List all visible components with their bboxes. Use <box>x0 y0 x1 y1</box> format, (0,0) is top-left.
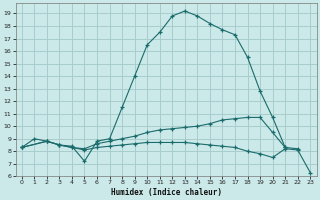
X-axis label: Humidex (Indice chaleur): Humidex (Indice chaleur) <box>110 188 221 197</box>
